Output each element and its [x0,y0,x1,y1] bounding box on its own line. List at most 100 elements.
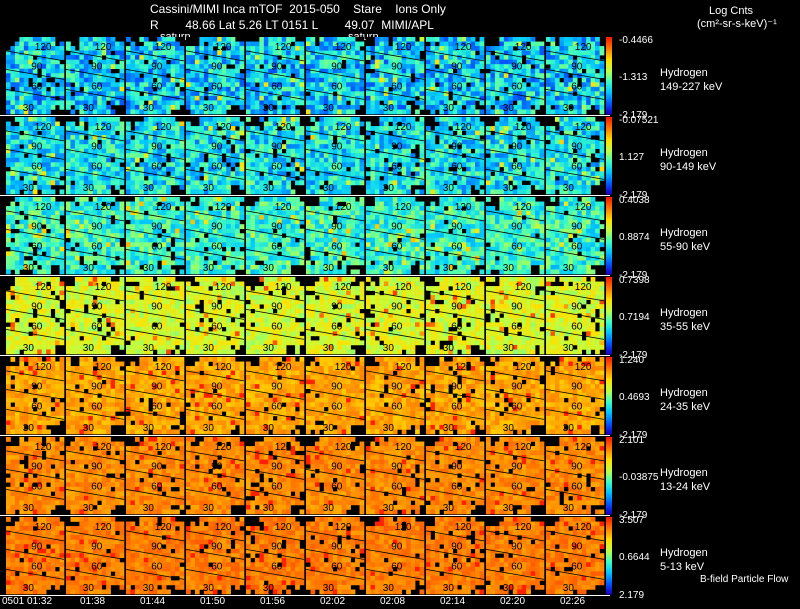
contour-label: 120 [35,122,52,133]
contour-label: 120 [395,122,412,133]
heatmap-panel: 120 90 60 30 [485,517,545,595]
contour-label: 90 [211,461,223,472]
heatmap-panel: 120 90 60 30 [65,37,125,115]
contour-label: 90 [391,541,403,552]
contour-label: 30 [383,183,395,194]
contour-label: 30 [143,503,155,514]
contour-label: 90 [91,221,103,232]
contour-label: 120 [395,442,412,453]
heatmap-panel: 120 90 60 30 [545,437,605,515]
time-tick-label: 01:56 [260,596,286,607]
contour-label: 120 [275,282,292,293]
contour-label: 60 [451,81,463,92]
contour-label: 90 [91,61,103,72]
contour-label: 120 [35,522,52,533]
heatmap-panel: 120 90 60 30 [185,37,245,115]
heatmap-panel: 120 90 60 30 [365,437,425,515]
contour-label: 120 [35,362,52,373]
energy-label: 90-149 keV [660,161,717,174]
contour-label: 60 [31,321,43,332]
contour-label: 90 [571,301,583,312]
heatmap-panel: 120 90 60 30 [185,117,245,195]
colorbar-value: -2.179 [619,510,648,521]
energy-label: 149-227 keV [660,81,723,94]
heatmap-panel: 120 90 60 30 [125,437,185,515]
time-tick-label: 01:44 [140,596,166,607]
colorbar-value: -2.179 [619,190,648,201]
contour-label: 30 [443,503,455,514]
energy-label: 24-35 keV [660,401,711,414]
contour-label: 30 [83,103,95,114]
contour-label: 30 [263,583,275,594]
heatmap-panel: 120 90 60 30 [5,277,65,355]
contour-label: 120 [455,122,472,133]
contour-label: 120 [575,202,592,213]
heatmap-panel: 120 90 60 30 [185,517,245,595]
contour-label: 30 [563,503,575,514]
contour-label: 90 [331,301,343,312]
contour-label: 120 [515,282,532,293]
contour-label: 90 [271,221,283,232]
contour-label: 90 [151,301,163,312]
contour-label: 90 [211,381,223,392]
contour-label: 60 [571,161,583,172]
contour-label: 30 [443,103,455,114]
contour-label: 90 [151,221,163,232]
contour-label: 120 [215,442,232,453]
contour-label: 30 [563,183,575,194]
contour-label: 120 [215,202,232,213]
contour-label: 30 [143,183,155,194]
contour-label: 120 [275,522,292,533]
heatmap-panel: 120 90 60 30 [305,357,365,435]
contour-label: 120 [155,362,172,373]
contour-label: 90 [391,381,403,392]
contour-label: 90 [571,381,583,392]
contour-label: 30 [83,583,95,594]
contour-label: 90 [91,541,103,552]
colorbar-value: 2.101 [619,435,645,446]
contour-label: 30 [323,263,335,274]
contour-label: 60 [211,561,223,572]
contour-label: 90 [31,301,43,312]
heatmap-panel: 120 90 60 30 [125,117,185,195]
contour-label: 60 [31,161,43,172]
contour-label: 30 [323,423,335,434]
contour-label: 30 [23,423,35,434]
colorbar [606,357,612,435]
contour-label: 30 [143,343,155,354]
contour-label: 120 [575,122,592,133]
contour-label: 90 [271,541,283,552]
contour-label: 30 [383,103,395,114]
heatmap-panel: 120 90 60 30 [305,517,365,595]
contour-label: 90 [331,461,343,472]
contour-label: 30 [143,423,155,434]
time-tick-label: 01:38 [80,596,106,607]
units-label: (cm²-sr-s-keV)⁻¹ [697,18,777,30]
contour-label: 60 [511,321,523,332]
contour-label: 120 [455,282,472,293]
colorbar [606,517,612,595]
contour-label: 60 [31,81,43,92]
contour-label: 60 [451,321,463,332]
contour-label: 60 [91,241,103,252]
contour-label: 90 [451,301,463,312]
contour-label: 30 [203,183,215,194]
contour-label: 30 [263,423,275,434]
heatmap-panel: 120 90 60 30 [245,197,305,275]
contour-label: 120 [35,42,52,53]
contour-label: 120 [215,122,232,133]
heatmap-panel: 120 90 60 30 [365,517,425,595]
contour-label: 30 [263,183,275,194]
colorbar-value: 0.4693 [619,391,650,403]
contour-label: 90 [211,141,223,152]
contour-label: 30 [263,503,275,514]
contour-label: 60 [271,81,283,92]
contour-label: 30 [83,423,95,434]
contour-label: 30 [203,103,215,114]
contour-label: 120 [95,42,112,53]
contour-label: 120 [275,362,292,373]
contour-label: 30 [563,423,575,434]
contour-label: 90 [151,381,163,392]
colorbar-value: -1.313 [619,71,648,83]
contour-label: 120 [335,122,352,133]
